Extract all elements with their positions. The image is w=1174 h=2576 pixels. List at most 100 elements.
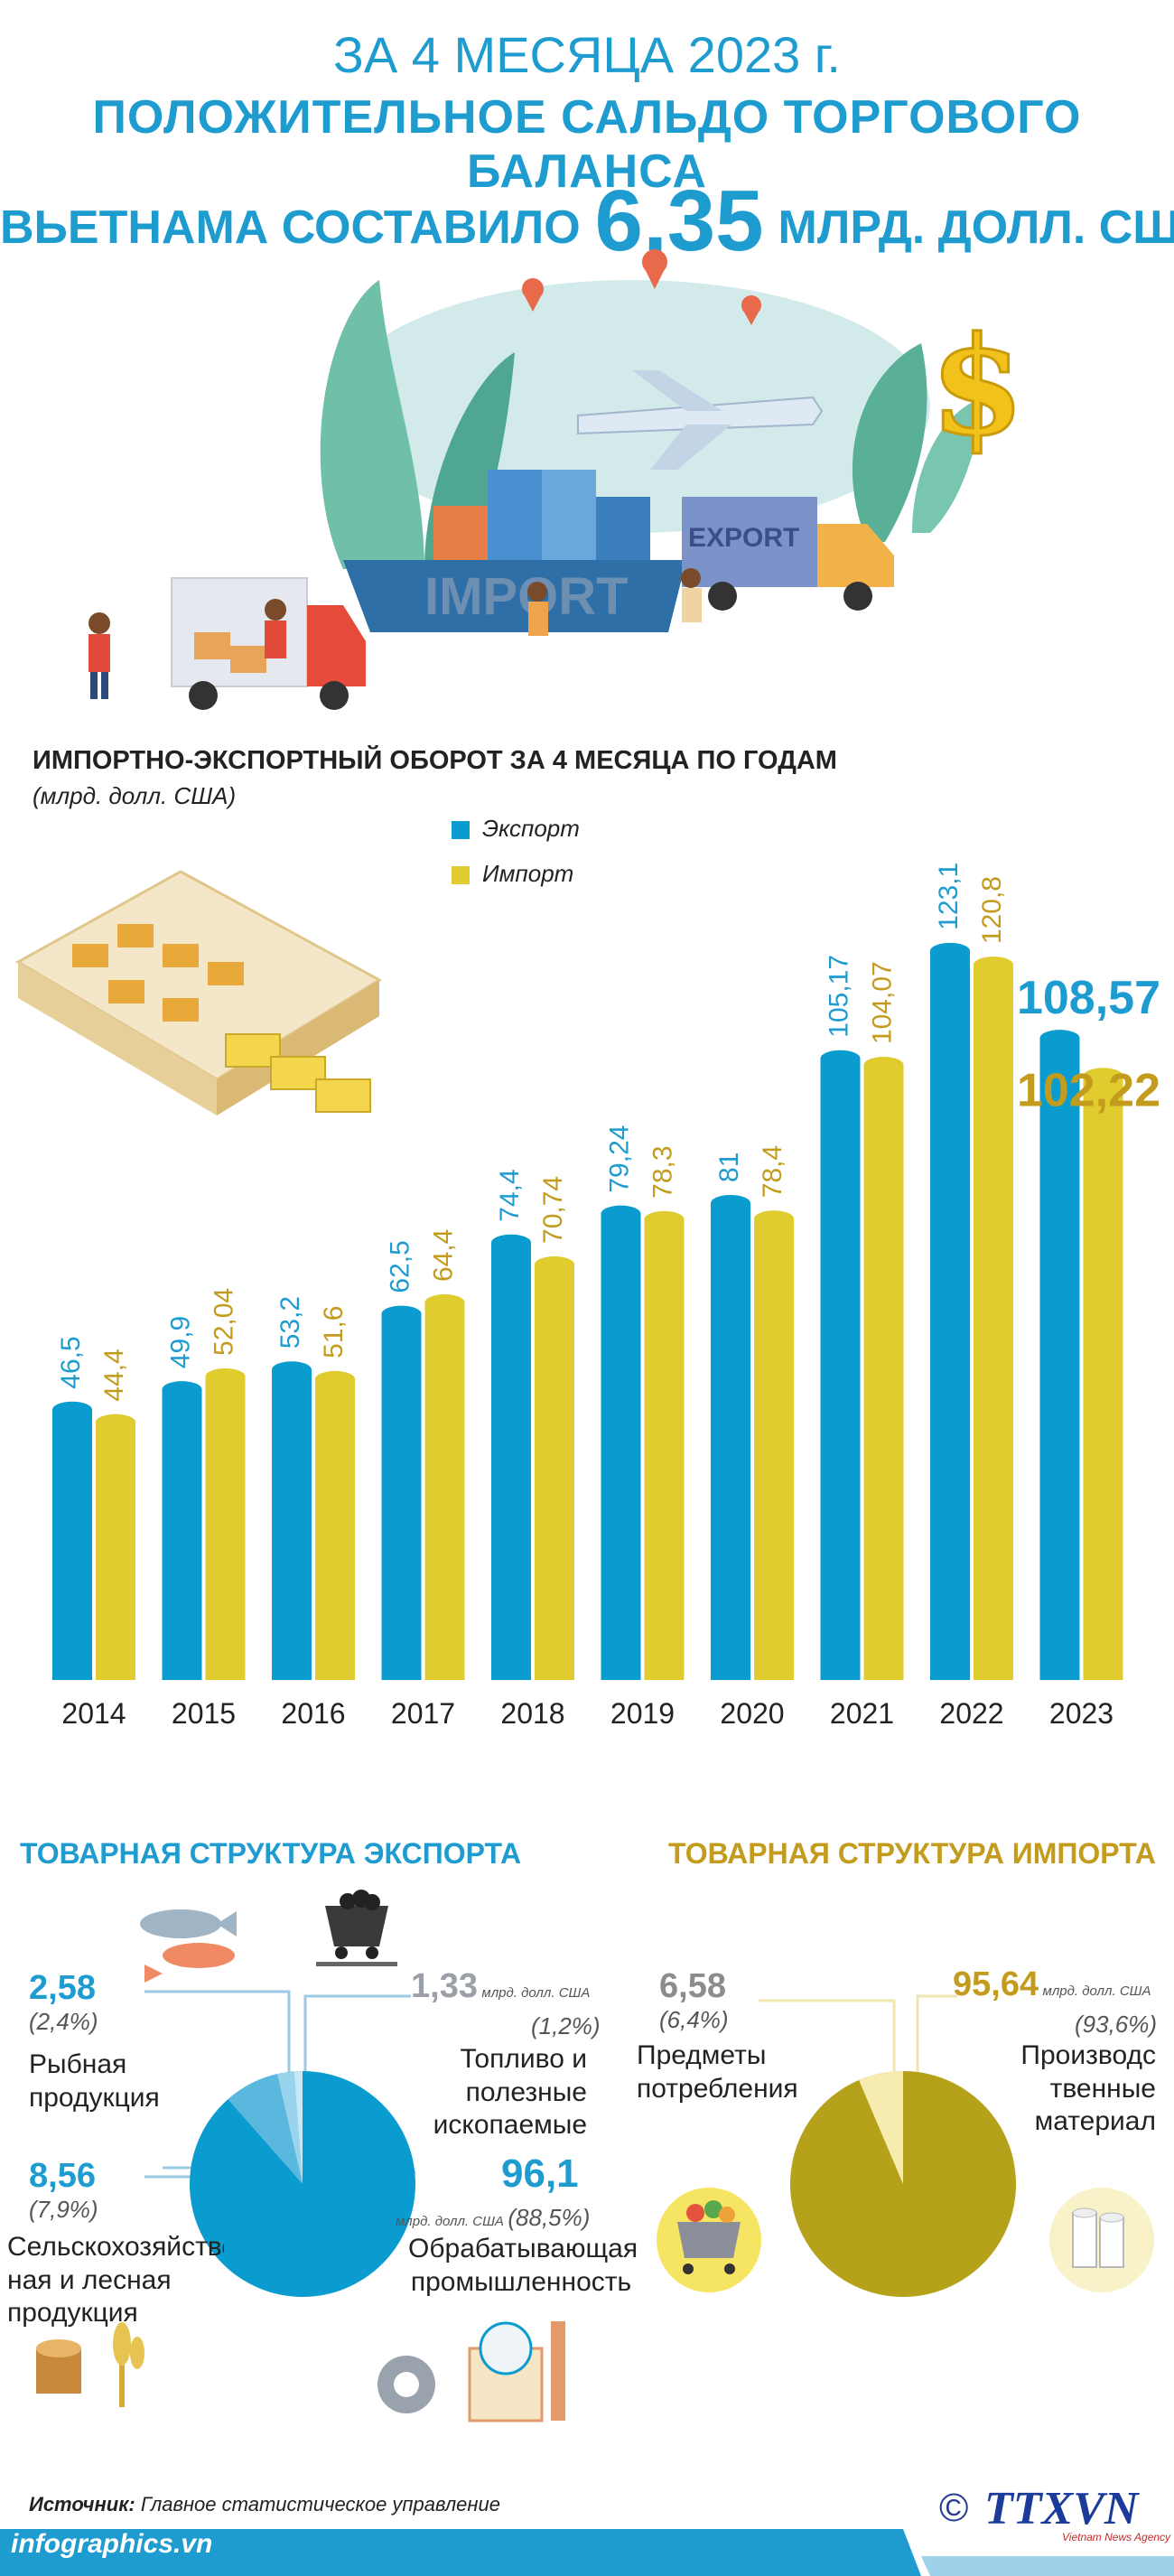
label-export-2018: 74,4 (495, 1169, 525, 1221)
label-import-2016: 51,6 (319, 1306, 349, 1358)
label-export-2017: 62,5 (385, 1240, 415, 1293)
x-tick-2022: 2022 (939, 1697, 1003, 1730)
bar-base-export-2015 (162, 1669, 202, 1680)
x-tick-2021: 2021 (830, 1697, 894, 1730)
import-consumer-pct: (6,4%) (659, 2006, 729, 2033)
bar-base-import-2020 (754, 1669, 794, 1680)
import-consumer-label: Предметы потребления (637, 2039, 798, 2105)
bar-base-import-2019 (644, 1669, 685, 1680)
import-consumer-block: 6,58 (6,4%) (659, 1967, 729, 2034)
import-materials-label-line-1: Производс (1020, 2040, 1156, 2070)
copyright-icon: © (939, 2486, 969, 2530)
factory-gear-icon (377, 2321, 565, 2422)
world-map-shape (334, 280, 930, 533)
import-consumer-label-line-1: Предметы (637, 2040, 767, 2070)
bar-base-import-2015 (205, 1669, 246, 1680)
import-materials-unit: млрд. долл. США (1042, 1983, 1151, 1999)
import-materials-value: 95,64 (953, 1965, 1039, 2003)
header-line-3-left: ВЬЕТНАМА СОСТАВИЛО (0, 201, 581, 254)
airplane-icon (577, 370, 824, 470)
header-line-1: ЗА 4 МЕСЯЦА 2023 г. (333, 26, 841, 83)
label-import-2015: 52,04 (209, 1288, 238, 1356)
export-manuf-value: 96,1 (501, 2151, 579, 2196)
export-fuel-label: Топливо и полезные ископаемые (388, 2043, 587, 2142)
map-pin-icons (522, 249, 761, 325)
bar-export-2015 (162, 1381, 202, 1680)
import-materials-pct: (93,6%) (1075, 2011, 1158, 2038)
legend-export-swatch (452, 821, 470, 840)
label-import-2018: 70,74 (538, 1176, 568, 1244)
export-structure-title: ТОВАРНАЯ СТРУКТУРА ЭКСПОРТА (20, 1837, 522, 1870)
bar-import-2016 (315, 1370, 355, 1680)
export-agri-value: 8,56 (29, 2157, 96, 2195)
trade-illustration: $ IMPORT EXPORT (89, 249, 1026, 710)
export-fuel-unit: млрд. долл. США (481, 1985, 591, 2001)
legend-import: Импорт (452, 860, 573, 888)
export-fuel-label-line-2: полезные (465, 2077, 587, 2107)
leaf-right-icon (852, 343, 927, 542)
bar-base-export-2019 (601, 1669, 641, 1680)
source-text: Главное статистическое управление (140, 2493, 500, 2515)
export-fish-block: 2,58 (2,4%) (29, 1969, 98, 2036)
bar-base-import-2016 (315, 1669, 355, 1680)
bar-import-2017 (424, 1294, 465, 1680)
bar-export-2014 (52, 1401, 92, 1680)
export-pie-slice-agriculture (228, 2074, 303, 2184)
import-consumer-label-line-2: потребления (637, 2073, 798, 2104)
bar-base-export-2018 (491, 1669, 531, 1680)
leaf-left-icon (320, 280, 424, 569)
export-pie-slice-fuel (294, 2071, 303, 2184)
export-pie (190, 2071, 415, 2297)
legend-export: Экспорт (452, 815, 580, 843)
label-export-2019: 79,24 (604, 1125, 634, 1193)
import-consumer-value: 6,58 (659, 1967, 726, 2005)
import-pie-slice-consumer (859, 2071, 903, 2184)
shopping-cart-icon (657, 2188, 761, 2292)
export-manuf-pct: (88,5%) (508, 2204, 591, 2231)
bar-base-import-2018 (535, 1669, 574, 1680)
site-link[interactable]: infographics.vn (11, 2529, 213, 2559)
export-manuf-label: Обрабатывающая промышленность (408, 2233, 638, 2299)
bar-import-2023 (1083, 1068, 1123, 1680)
bar-base-export-2017 (381, 1669, 422, 1680)
x-tick-2023: 2023 (1049, 1697, 1113, 1730)
trade-balance-value: 6,35 (594, 173, 764, 269)
export-fuel-pct: (1,2%) (531, 2012, 601, 2039)
dollar-sign-icon: $ (929, 306, 1026, 468)
x-tick-2014: 2014 (61, 1697, 126, 1730)
legend-export-label: Экспорт (482, 815, 580, 842)
bar-base-import-2017 (424, 1669, 465, 1680)
export-fuel-value: 1,33 (411, 1967, 478, 2005)
header-line-2: ПОЛОЖИТЕЛЬНОЕ САЛЬДО ТОРГОВОГО БАЛАНСА (92, 91, 1082, 198)
export-manuf-unit-wrap: млрд. долл. США (88,5%) (396, 2204, 590, 2232)
export-fuel-block: 1,33 млрд. долл. США (411, 1967, 590, 2006)
label-import-2020: 78,4 (758, 1145, 787, 1198)
label-import-2017: 64,4 (428, 1229, 458, 1282)
x-tick-2020: 2020 (720, 1697, 784, 1730)
bar-export-2016 (272, 1361, 312, 1680)
bar-export-2020 (711, 1194, 750, 1680)
bar-base-export-2014 (52, 1669, 92, 1680)
export-pie-slice-fish (276, 2071, 303, 2184)
bar-base-export-2021 (820, 1669, 861, 1680)
label-export-2022: 123,1 (934, 863, 964, 930)
label-import-2021: 104,07 (867, 961, 897, 1044)
chart-title: ИМПОРТНО-ЭКСПОРТНЫЙ ОБОРОТ ЗА 4 МЕСЯЦА П… (33, 746, 837, 775)
label-export-2015: 49,9 (165, 1316, 195, 1368)
export-fish-value: 2,58 (29, 1969, 96, 2007)
label-import-2022: 120,8 (977, 876, 1007, 944)
export-fuel-label-line-1: Топливо и (460, 2044, 587, 2074)
footer-band (0, 2529, 1174, 2576)
bar-import-2015 (205, 1367, 246, 1680)
x-tick-2017: 2017 (391, 1697, 455, 1730)
import-pie (790, 2071, 1016, 2297)
wood-log-icon (36, 2339, 81, 2394)
export-agri-block: 8,56 (7,9%) (29, 2157, 98, 2224)
label-import-2019: 78,3 (648, 1145, 677, 1198)
export-pie-area (36, 1890, 565, 2422)
wheat-icon (113, 2322, 144, 2407)
legend-import-swatch (452, 866, 470, 885)
export-manuf-unit: млрд. долл. США (396, 2214, 504, 2229)
coal-cart-icon (316, 1890, 397, 1966)
bar-export-2023 (1039, 1030, 1080, 1680)
